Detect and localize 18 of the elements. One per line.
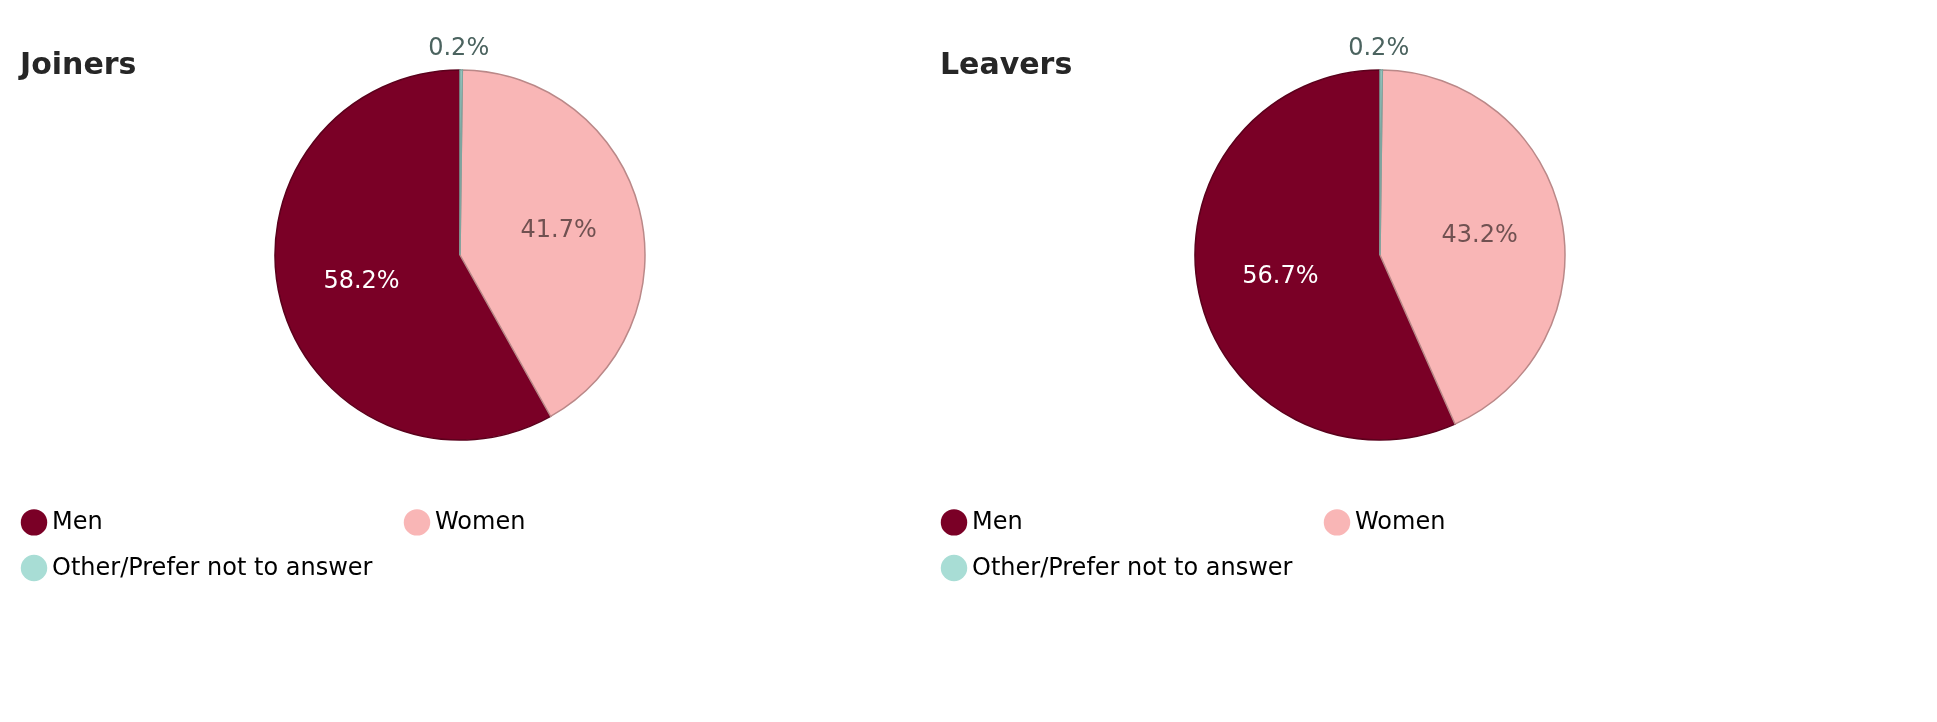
pie-slice — [1379, 69, 1384, 256]
legend-label: Other/Prefer not to answer — [972, 553, 1293, 581]
legend-label: Men — [52, 507, 103, 536]
legend-label: Men — [972, 507, 1023, 536]
legend-label: Women — [435, 507, 526, 536]
data-label: 41.7% — [520, 214, 597, 243]
pie-slice — [459, 69, 646, 418]
data-label: 56.7% — [1242, 261, 1319, 290]
chart-title: Joiners — [18, 46, 137, 81]
data-label: 0.2% — [428, 33, 490, 61]
pie-slice — [459, 69, 464, 256]
legend-label: Women — [1355, 507, 1446, 536]
legend-label: Other/Prefer not to answer — [52, 553, 373, 581]
chart-title: Leavers — [940, 46, 1073, 81]
data-label: 58.2% — [323, 265, 400, 294]
data-label: 43.2% — [1441, 219, 1518, 248]
data-label: 0.2% — [1348, 33, 1410, 61]
pie-slice — [1379, 69, 1566, 425]
